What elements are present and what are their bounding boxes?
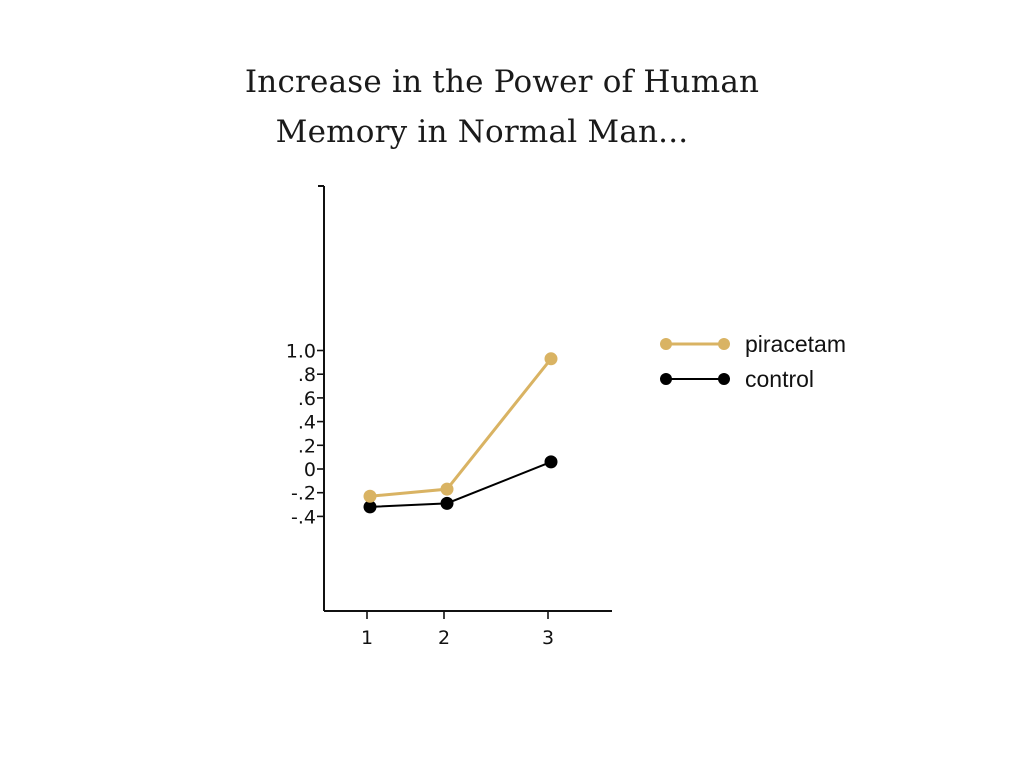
y-tick-label: -.4 [291,506,316,528]
chart-axes [318,185,612,612]
y-tick-label: 1.0 [286,341,316,363]
y-tick-label: .8 [298,364,316,386]
data-point-piracetam [544,352,558,366]
legend-label-control: control [745,366,814,392]
data-point-control [363,500,377,514]
y-tick-label: .4 [298,412,316,434]
data-point-piracetam [363,489,377,503]
legend-marker-control [718,373,730,385]
legend-label-piracetam: piracetam [745,331,846,357]
data-point-control [544,455,558,469]
legend-marker-piracetam [718,338,730,350]
chart-title-line-2: Memory in Normal Man... [275,114,689,150]
data-point-piracetam [440,482,454,496]
series-line-piracetam [369,357,553,498]
x-tick-label: 3 [542,627,554,649]
legend-marker-piracetam [660,338,672,350]
x-axis-ticks: 1 2 3 [361,611,554,649]
x-tick-label: 2 [438,627,450,649]
legend-marker-control [660,373,672,385]
x-tick-label: 1 [361,627,373,649]
chart-series [363,352,558,514]
y-tick-label: .6 [298,388,316,410]
data-point-control [440,496,454,510]
chart-legend: piracetam control [660,331,846,392]
chart-title-line-1: Increase in the Power of Human [244,64,760,100]
y-tick-label: 0 [304,459,316,481]
y-tick-label: .2 [298,435,316,457]
y-tick-label: -.2 [291,483,316,505]
y-axis-ticks: 1.0.8.6.4.20-.2-.4 [286,341,324,528]
series-line-control [369,460,552,508]
